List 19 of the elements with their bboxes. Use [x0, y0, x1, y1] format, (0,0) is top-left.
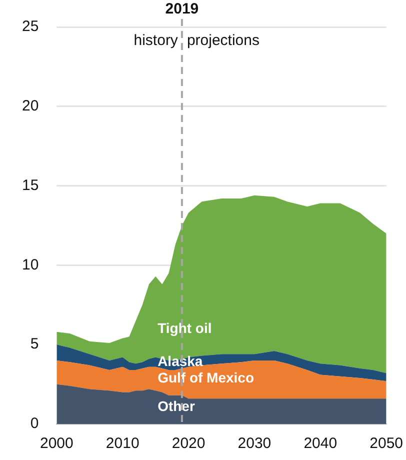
x-tick-label: 2010 — [106, 435, 140, 452]
x-tick-label: 2000 — [40, 435, 74, 452]
series-label: Other — [158, 398, 196, 414]
series-label: Gulf of Mexico — [158, 370, 254, 386]
annotation: history — [134, 32, 178, 50]
y-tick-label: 20 — [22, 98, 39, 115]
annotation: projections — [186, 32, 260, 50]
ref-line-label: 2019 — [165, 0, 199, 18]
x-tick-label: 2050 — [370, 435, 404, 452]
y-tick-label: 15 — [22, 176, 39, 194]
series-label: Tight oil — [158, 320, 212, 336]
x-tick-label: 2040 — [304, 435, 338, 452]
series-label: Alaska — [158, 352, 203, 369]
y-tick-label: 0 — [30, 415, 39, 432]
y-tick-label: 5 — [30, 336, 39, 353]
y-tick-label: 25 — [22, 18, 39, 36]
x-tick-label: 2030 — [238, 435, 272, 452]
y-tick-label: 10 — [22, 256, 39, 274]
x-tick-label: 2020 — [172, 435, 206, 452]
